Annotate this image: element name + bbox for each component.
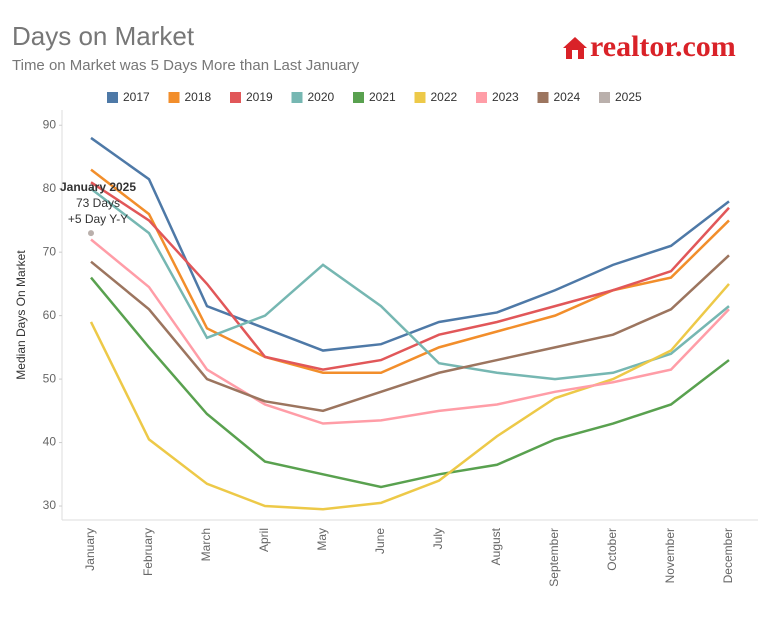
series-line (90, 181, 730, 371)
y-tick-label: 60 (43, 308, 57, 322)
y-tick-label: 70 (43, 244, 57, 258)
legend-label: 2023 (492, 90, 519, 104)
legend-label: 2019 (246, 90, 273, 104)
chart-subtitle: Time on Market was 5 Days More than Last… (12, 57, 360, 74)
legend-label: 2024 (554, 90, 581, 104)
legend-label: 2018 (185, 90, 212, 104)
legend-label: 2021 (369, 90, 396, 104)
y-tick-label: 40 (43, 435, 57, 449)
x-tick-label: October (605, 528, 619, 571)
y-tick-label: 50 (43, 371, 57, 385)
y-axis-label: Median Days On Market (14, 250, 28, 380)
chart-title: Days on Market (12, 21, 195, 51)
legend-swatch (353, 92, 364, 103)
legend-swatch (476, 92, 487, 103)
legend-label: 2020 (308, 90, 335, 104)
legend-label: 2025 (615, 90, 642, 104)
logo-icon (563, 37, 587, 59)
legend-swatch (107, 92, 118, 103)
y-tick-label: 90 (43, 117, 57, 131)
y-tick-label: 30 (43, 498, 57, 512)
legend-swatch (291, 92, 303, 103)
series-line (90, 276, 730, 489)
x-tick-label: November (663, 528, 677, 583)
annotation: January 2025 (60, 180, 136, 194)
series-line (90, 254, 730, 413)
x-tick-label: June (373, 528, 387, 554)
series-line (90, 238, 730, 425)
y-tick-label: 80 (43, 181, 57, 195)
legend-swatch (414, 92, 426, 103)
legend-swatch (599, 92, 610, 103)
annotation: +5 Day Y-Y (68, 212, 128, 226)
x-tick-label: July (431, 528, 445, 549)
point (88, 230, 94, 237)
annotation: 73 Days (76, 196, 120, 210)
x-tick-label: September (547, 528, 561, 587)
x-tick-label: December (721, 528, 735, 583)
legend-swatch (168, 92, 180, 103)
x-tick-label: May (315, 528, 329, 551)
series-line (89, 283, 730, 511)
x-tick-label: February (141, 528, 155, 576)
legend-label: 2017 (123, 90, 150, 104)
logo: realtor.com (590, 30, 736, 63)
legend-label: 2022 (431, 90, 458, 104)
x-tick-label: August (489, 527, 503, 565)
series-line (90, 136, 730, 352)
x-tick-label: January (83, 528, 97, 571)
legend-swatch (537, 92, 549, 103)
series-line (90, 187, 730, 381)
x-tick-label: March (199, 528, 213, 561)
legend-swatch (230, 92, 241, 103)
x-tick-label: April (257, 528, 271, 552)
